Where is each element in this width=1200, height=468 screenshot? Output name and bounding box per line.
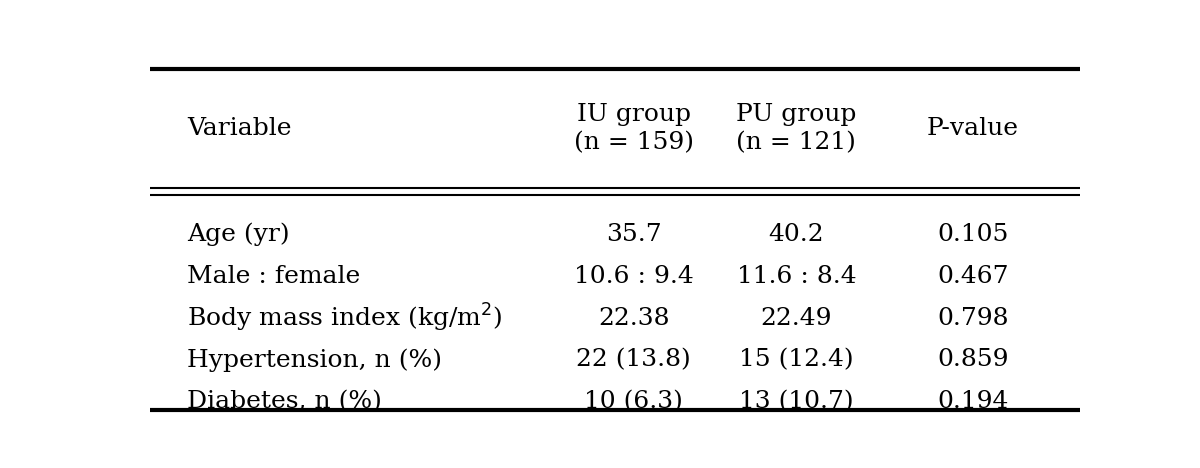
Text: Body mass index (kg/m$^2$): Body mass index (kg/m$^2$)	[187, 302, 503, 334]
Text: 22 (13.8): 22 (13.8)	[576, 349, 691, 372]
Text: 10.6 : 9.4: 10.6 : 9.4	[574, 265, 694, 288]
Text: PU group
(n = 121): PU group (n = 121)	[736, 102, 857, 154]
Text: 0.798: 0.798	[937, 307, 1009, 329]
Text: 0.194: 0.194	[937, 390, 1009, 413]
Text: Male : female: Male : female	[187, 265, 360, 288]
Text: IU group
(n = 159): IU group (n = 159)	[574, 102, 694, 154]
Text: 11.6 : 8.4: 11.6 : 8.4	[737, 265, 856, 288]
Text: Variable: Variable	[187, 117, 292, 140]
Text: 22.38: 22.38	[598, 307, 670, 329]
Text: 40.2: 40.2	[768, 223, 824, 246]
Text: 0.467: 0.467	[937, 265, 1009, 288]
Text: 22.49: 22.49	[761, 307, 832, 329]
Text: 15 (12.4): 15 (12.4)	[739, 349, 853, 372]
Text: Diabetes, n (%): Diabetes, n (%)	[187, 390, 382, 413]
Text: 35.7: 35.7	[606, 223, 661, 246]
Text: P-value: P-value	[928, 117, 1019, 140]
Text: Age (yr): Age (yr)	[187, 223, 290, 246]
Text: 10 (6.3): 10 (6.3)	[584, 390, 683, 413]
Text: 0.859: 0.859	[937, 349, 1009, 372]
Text: Hypertension, n (%): Hypertension, n (%)	[187, 348, 442, 372]
Text: 13 (10.7): 13 (10.7)	[739, 390, 853, 413]
Text: 0.105: 0.105	[937, 223, 1009, 246]
